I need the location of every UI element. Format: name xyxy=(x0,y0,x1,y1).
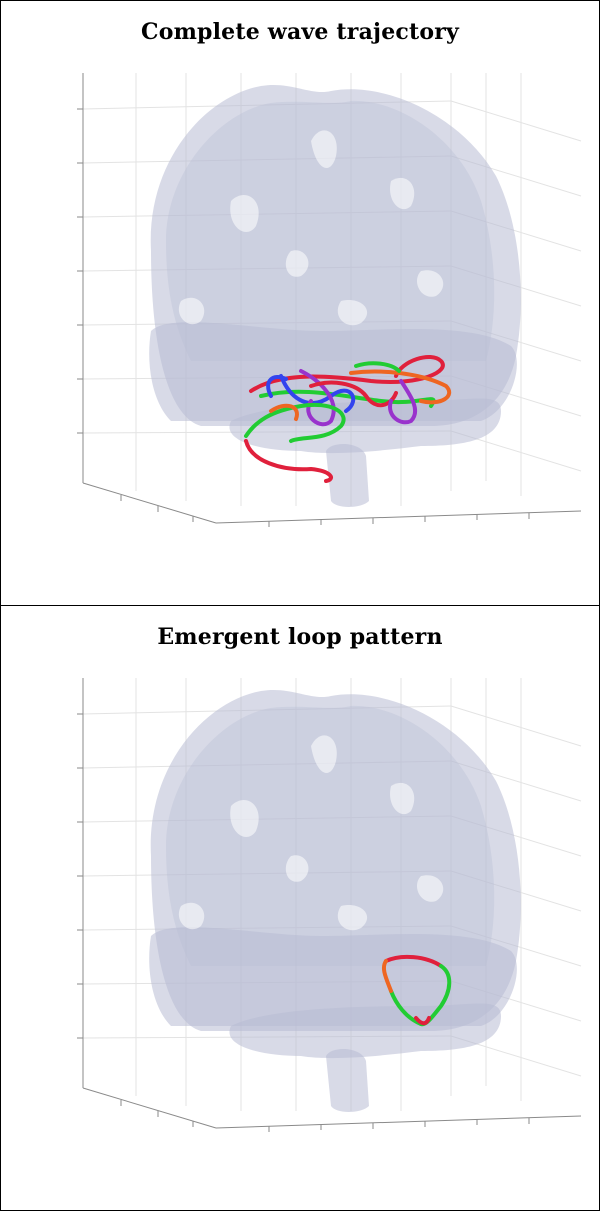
brain-3d-plot xyxy=(77,678,582,1132)
emergent-loop xyxy=(381,954,452,1027)
panel-complete-trajectory: Complete wave trajectory xyxy=(0,0,600,607)
brain-3d-plot xyxy=(77,73,582,527)
brain-surface xyxy=(149,689,521,1112)
panel-title: Complete wave trajectory xyxy=(140,19,460,45)
axes-lines xyxy=(77,678,582,1132)
wave-trajectory xyxy=(244,355,452,483)
panel-title: Emergent loop pattern xyxy=(157,624,443,650)
brain-sulci xyxy=(178,130,444,326)
brain-sulci xyxy=(178,735,444,931)
panel-emergent-loop: Emergent loop pattern xyxy=(0,605,600,1211)
axes-lines xyxy=(77,73,582,527)
